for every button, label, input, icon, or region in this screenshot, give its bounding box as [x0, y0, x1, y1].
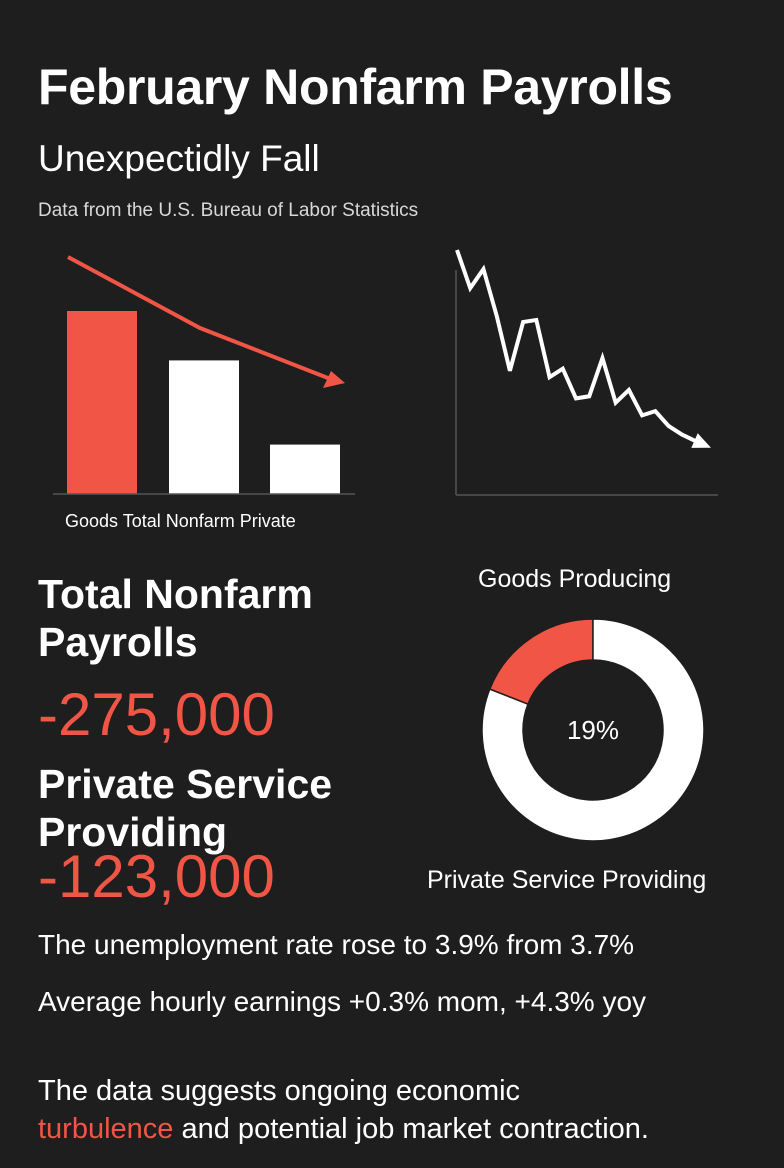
conclusion-highlight: turbulence: [38, 1113, 174, 1145]
donut-slice-private-service-providing: [481, 618, 705, 842]
conclusion-text: The data suggests ongoing economic turbu…: [38, 1072, 758, 1148]
donut-top-label: Goods Producing: [478, 565, 672, 593]
unemployment-fact: The unemployment rate rose to 3.9% from …: [38, 929, 635, 960]
bar-chart: [53, 255, 355, 495]
bar-private: [270, 444, 340, 494]
page-subtitle: Unexpectidly Fall: [38, 138, 320, 179]
donut-center-label: 19%: [567, 715, 619, 745]
private-service-label: Private Service Providing: [38, 761, 333, 855]
page-title: February Nonfarm Payrolls: [38, 59, 673, 115]
bar-goods: [67, 311, 137, 494]
earnings-fact: Average hourly earnings +0.3% mom, +4.3%…: [38, 986, 647, 1017]
donut-bottom-label: Private Service Providing: [427, 866, 707, 894]
line-arrowhead: [691, 433, 711, 448]
bar-trend-line: [67, 255, 334, 382]
conclusion-after: and potential job market contraction.: [173, 1113, 649, 1145]
donut-slices: [481, 618, 705, 842]
bar-category-labels: Goods Total Nonfarm Private: [65, 511, 296, 531]
total-payrolls-value: -275,000: [38, 681, 275, 748]
bar-trend-arrowhead: [323, 371, 345, 388]
line-series: [455, 249, 696, 443]
conclusion-before: The data suggests ongoing economic: [38, 1075, 521, 1107]
donut-chart: 19%: [481, 618, 705, 842]
line-chart: [455, 249, 718, 496]
total-payrolls-label: Total Nonfarm Payrolls: [38, 571, 313, 665]
bar-total-nonfarm: [169, 360, 239, 494]
private-service-value: -123,000: [38, 843, 275, 910]
source-note: Data from the U.S. Bureau of Labor Stati…: [38, 200, 419, 221]
bar-group: [67, 311, 340, 494]
donut-slice-goods-producing: [488, 618, 594, 706]
